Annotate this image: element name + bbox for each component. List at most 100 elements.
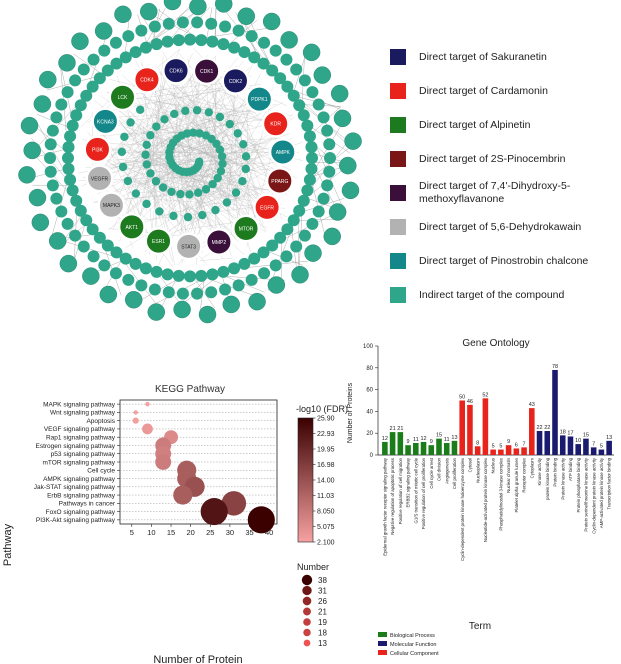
network-hub-label: AMPK (276, 150, 291, 156)
go-ylabel: Number of Proteins (347, 382, 354, 443)
kegg-xtick-label: 25 (206, 528, 214, 537)
legend-label: Direct target of 7,4'-Dihydroxy-5-methox… (419, 180, 571, 205)
go-bar-value-label: 12 (420, 436, 426, 442)
network-node (86, 80, 99, 93)
kegg-colorbar-tick-label: 5.075 (317, 524, 335, 531)
go-term-label: Transcription factor binding (607, 457, 612, 509)
network-node (20, 116, 39, 135)
go-bar-value-label: 5 (492, 444, 495, 450)
network-node (262, 12, 281, 31)
network-node (46, 179, 59, 192)
network-edge (119, 141, 236, 217)
network-node (189, 0, 207, 16)
network-node (87, 250, 100, 263)
network-node (18, 166, 36, 184)
network-node (48, 232, 67, 250)
network-node (290, 240, 303, 253)
network-node (192, 106, 202, 115)
network-node (267, 276, 286, 294)
legend-item-pinostrobin-chalcone: Direct target of Pinostrobin chalcone (390, 244, 615, 278)
network-diagram: CDK1 CDK2 PDPK1 KDR AMPK PPARG EGFR MTOR MMP2 STA… (18, 0, 362, 324)
network-node (135, 24, 148, 37)
network-node (44, 165, 57, 178)
kegg-bubble (145, 401, 150, 407)
network-node (126, 118, 135, 127)
kegg-category-label: Pathways in cancer (59, 501, 116, 508)
network-node (228, 262, 241, 275)
network-edge (117, 110, 168, 145)
network-node (139, 41, 152, 54)
network-node (238, 257, 251, 270)
go-bar (443, 443, 450, 455)
network-edge (199, 258, 233, 261)
network-node (238, 176, 247, 186)
network-node (195, 34, 208, 47)
kegg-category-label: p53 signaling pathway (51, 451, 116, 458)
network-node (93, 72, 106, 85)
network-hub-label: ESR1 (152, 239, 165, 245)
kegg-category-label: AMPK signaling pathway (43, 476, 116, 483)
network-node (306, 152, 318, 164)
kegg-size-legend-label: 21 (318, 607, 327, 616)
go-bar (436, 438, 442, 455)
kegg-title: KEGG Pathway (155, 384, 225, 395)
kegg-bubble (200, 498, 228, 526)
go-term-label: Protein phosphatase binding (576, 457, 581, 512)
network-edge (101, 95, 264, 228)
kegg-category-label: Rap1 signaling pathway (46, 435, 116, 442)
network-edge (211, 91, 224, 131)
network-node (176, 189, 185, 199)
network-hub-node (267, 168, 293, 194)
network-hub-label: PI3K (92, 147, 104, 153)
go-bar (513, 448, 520, 455)
go-term-label: Protein kinase activity (560, 457, 565, 499)
network-node (218, 159, 227, 168)
go-term-label: Positive regulation of cell proliferatio… (421, 457, 426, 529)
network-node (248, 51, 261, 64)
go-bar (397, 432, 404, 455)
network-hub-node (222, 68, 248, 94)
kegg-category-label: VEGF signaling pathway (44, 426, 116, 433)
kegg-colorbar-tick-label: 14.00 (317, 478, 335, 485)
go-term-label: Epidermal growth factor receptor signali… (382, 457, 387, 556)
kegg-size-legend-dot (301, 574, 313, 586)
network-hub-node (233, 216, 259, 242)
go-bar-value-label: 5 (600, 444, 603, 450)
network-edge (212, 184, 235, 197)
network-hub-label: MAPK3 (103, 203, 120, 209)
kegg-bubble-chart: KEGG Pathway Number of Protein Pathway -… (2, 384, 348, 664)
go-term-label: Platelet alpha granule lumen (514, 457, 519, 512)
network-node (205, 286, 218, 299)
network-edge (201, 139, 213, 173)
kegg-colorbar-tick-label: 22.93 (317, 431, 335, 438)
network-edge (73, 220, 87, 263)
network-node (195, 269, 208, 282)
network-node (257, 57, 270, 70)
network-node (58, 54, 76, 72)
network-edge (232, 164, 243, 212)
network-edge (125, 174, 241, 248)
network-node (62, 152, 74, 164)
go-term-label: Cyclin-dependent protein kinase holoenzy… (460, 457, 465, 561)
network-edge (153, 141, 194, 226)
kegg-bubble (247, 506, 275, 534)
network-edge (168, 152, 236, 220)
network-node (258, 267, 271, 280)
network-node (176, 287, 189, 300)
network-edge (109, 79, 219, 108)
network-node (122, 30, 135, 43)
network-node (146, 131, 155, 140)
network-edge (128, 109, 161, 148)
network-hub-node (134, 67, 160, 93)
network-edge (121, 125, 237, 240)
go-bar-value-label: 10 (575, 438, 581, 444)
kegg-xtick-label: 40 (265, 528, 273, 537)
kegg-category-label: mTOR signaling pathway (43, 459, 116, 466)
go-term-label: G1/S transition of mitotic cell cycle (413, 457, 418, 523)
network-edge (118, 120, 164, 173)
network-node (119, 252, 132, 265)
go-bar (590, 447, 597, 455)
network-node (231, 188, 241, 197)
network-node (290, 63, 303, 76)
network-node (142, 199, 151, 209)
